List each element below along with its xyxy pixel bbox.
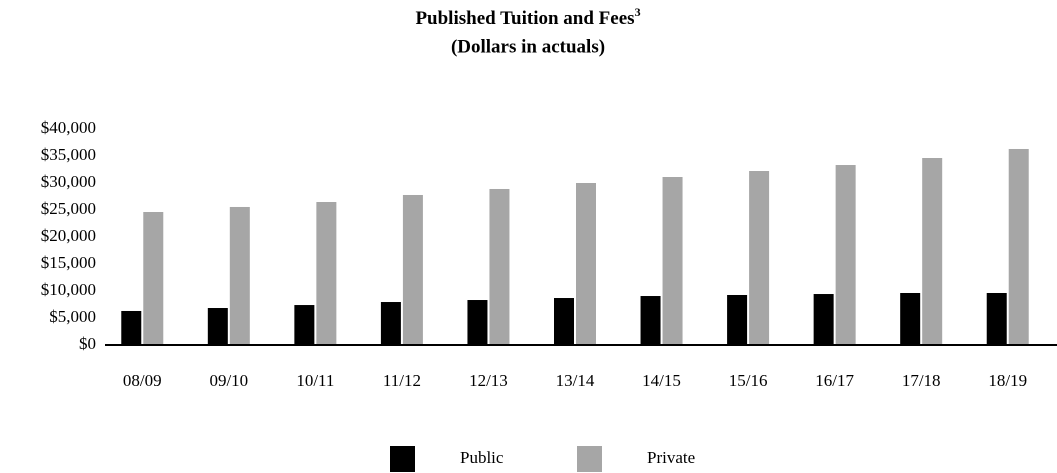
- x-tick-label: 09/10: [209, 371, 248, 390]
- y-tick-label: $35,000: [41, 145, 96, 164]
- bar: [749, 171, 770, 345]
- y-tick-label: $15,000: [41, 253, 96, 272]
- x-tick-label: 11/12: [383, 371, 421, 390]
- bar: [576, 183, 596, 345]
- y-tick-label: $5,000: [49, 307, 96, 326]
- bar: [640, 296, 661, 345]
- bar: [986, 292, 1007, 345]
- bar: [294, 305, 315, 345]
- x-tick-label: 17/18: [902, 371, 941, 390]
- bar: [900, 292, 921, 345]
- y-tick-label: $20,000: [41, 226, 96, 245]
- bar: [727, 294, 748, 345]
- bar: [554, 298, 574, 345]
- x-tick-label: 12/13: [469, 371, 508, 390]
- bar: [662, 177, 683, 345]
- legend-swatch: [390, 446, 415, 472]
- legend-swatch: [577, 446, 602, 472]
- title-text: Published Tuition and Fees: [415, 8, 634, 29]
- bar: [229, 206, 250, 345]
- y-tick-label: $10,000: [41, 280, 96, 299]
- bar: [143, 211, 164, 345]
- bar: [380, 302, 401, 345]
- bar: [402, 194, 423, 345]
- bar: [922, 157, 943, 345]
- bar: [835, 165, 856, 345]
- x-tick-label: 18/19: [988, 371, 1027, 390]
- x-tick-label: 10/11: [296, 371, 334, 390]
- legend-label: Public: [460, 448, 504, 467]
- y-tick-label: $40,000: [41, 118, 96, 137]
- x-tick-label: 15/16: [729, 371, 768, 390]
- bar: [121, 310, 142, 345]
- x-tick-label: 14/15: [642, 371, 681, 390]
- bar: [316, 202, 337, 345]
- y-tick-label: $0: [79, 334, 96, 353]
- x-tick-label: 13/14: [556, 371, 595, 390]
- bar: [1008, 148, 1029, 345]
- x-tick-label: 16/17: [815, 371, 854, 390]
- bar: [813, 294, 834, 345]
- bar: [489, 188, 510, 345]
- y-tick-label: $25,000: [41, 199, 96, 218]
- chart-title: Published Tuition and Fees3: [415, 5, 640, 30]
- bar: [467, 300, 488, 345]
- x-tick-label: 08/09: [123, 371, 162, 390]
- bar: [207, 308, 228, 345]
- title-footnote: 3: [635, 5, 641, 19]
- chart-subtitle: (Dollars in actuals): [451, 36, 605, 57]
- legend-label: Private: [647, 448, 695, 467]
- y-tick-label: $30,000: [41, 172, 96, 191]
